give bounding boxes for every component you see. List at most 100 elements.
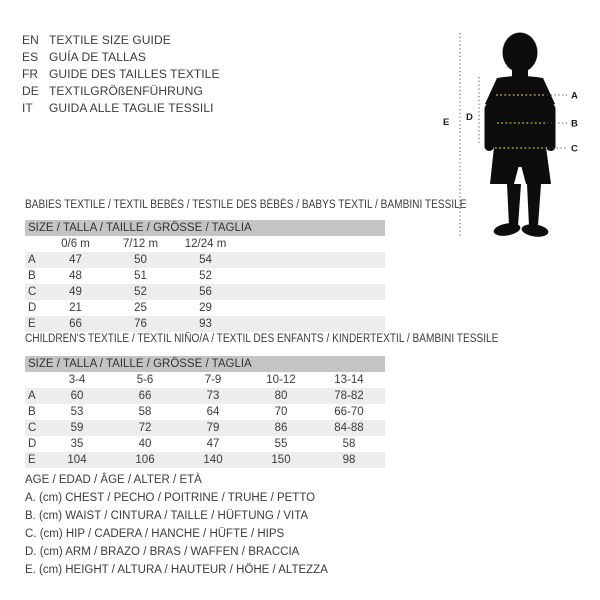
table-cell: 79 [206, 422, 220, 434]
language-code: EN [22, 33, 39, 47]
age-heading: AGE / EDAD / ÂGE / ALTER / ETÀ [25, 474, 202, 486]
legend-item-arm: D. (cm) ARM / BRAZO / BRAS / WAFFEN / BR… [25, 546, 300, 558]
table-cell: 29 [199, 302, 212, 314]
table-cell: 78-82 [334, 390, 364, 402]
table-cell: 106 [135, 454, 155, 466]
table-cell: 140 [203, 454, 223, 466]
table-cell: 73 [206, 390, 220, 402]
table-row: D 35 40 47 55 58 [25, 436, 385, 452]
table-cell: 53 [70, 406, 84, 418]
language-code: DE [22, 84, 39, 98]
language-row-de: DE TEXTILGRÖßENFÜHRUNG [22, 83, 220, 100]
table-cell: 98 [342, 454, 356, 466]
table-cell: 86 [274, 422, 288, 434]
table-cell: 70 [274, 406, 288, 418]
table-cell: 58 [138, 406, 152, 418]
table-cell: 66-70 [334, 406, 364, 418]
legend-item-height: E. (cm) HEIGHT / ALTURA / HAUTEUR / HÖHE… [25, 564, 328, 576]
column-header-row: 0/6 m 7/12 m 12/24 m [25, 236, 385, 252]
column-header: 12/24 m [184, 238, 227, 250]
measure-label-height: E [443, 117, 449, 128]
language-row-en: EN TEXTILE SIZE GUIDE [22, 32, 220, 49]
language-title: TEXTILGRÖßENFÜHRUNG [49, 84, 203, 98]
table-cell: 93 [199, 318, 212, 330]
row-label: E [28, 318, 36, 330]
table-row: B 53 58 64 70 66-70 [25, 404, 385, 420]
language-list: EN TEXTILE SIZE GUIDE ES GUÍA DE TALLAS … [22, 32, 220, 117]
table-cell: 52 [199, 270, 212, 282]
table-cell: 25 [134, 302, 147, 314]
table-row: A 60 66 73 80 78-82 [25, 388, 385, 404]
table-cell: 56 [199, 286, 212, 298]
measure-label-chest: A [571, 91, 578, 102]
table-cell: 21 [69, 302, 82, 314]
table-cell: 54 [199, 254, 212, 266]
measure-label-hip: C [571, 144, 578, 155]
table-row: C 49 52 56 [25, 284, 385, 300]
table-cell: 76 [134, 318, 147, 330]
table-cell: 47 [69, 254, 82, 266]
row-label: D [28, 438, 37, 450]
row-label: D [28, 302, 37, 314]
column-header: 0/6 m [61, 238, 90, 250]
table-cell: 72 [138, 422, 152, 434]
language-title: GUIDA ALLE TAGLIE TESSILI [49, 101, 214, 115]
table-cell: 55 [274, 438, 288, 450]
table-row: E 104 106 140 150 98 [25, 452, 385, 468]
table-cell: 64 [206, 406, 220, 418]
size-header-bar: SIZE / TALLA / TAILLE / GRÖSSE / TAGLIA [25, 356, 385, 372]
measure-label-arm: D [466, 112, 473, 123]
measure-label-waist: B [571, 119, 578, 130]
table-cell: 48 [69, 270, 82, 282]
table-cell: 49 [69, 286, 82, 298]
table-row: D 21 25 29 [25, 300, 385, 316]
table-cell: 51 [134, 270, 147, 282]
row-label: A [28, 390, 36, 402]
column-header: 7/12 m [122, 238, 159, 250]
size-header-bar: SIZE / TALLA / TAILLE / GRÖSSE / TAGLIA [25, 220, 385, 236]
table-cell: 47 [206, 438, 220, 450]
language-row-fr: FR GUIDE DES TAILLES TEXTILE [22, 66, 220, 83]
column-header: 3-4 [68, 374, 86, 386]
language-title: TEXTILE SIZE GUIDE [49, 33, 171, 47]
language-code: IT [22, 101, 33, 115]
row-label: A [28, 254, 36, 266]
table-row: A 47 50 54 [25, 252, 385, 268]
table-row: E 66 76 93 [25, 316, 385, 332]
row-label: C [28, 422, 37, 434]
table-cell: 104 [67, 454, 87, 466]
language-code: ES [22, 50, 39, 64]
table-cell: 58 [342, 438, 356, 450]
column-header: 10-12 [266, 374, 296, 386]
table-cell: 35 [70, 438, 84, 450]
language-row-it: IT GUIDA ALLE TAGLIE TESSILI [22, 100, 220, 117]
language-title: GUIDE DES TAILLES TEXTILE [49, 67, 220, 81]
language-code: FR [22, 67, 39, 81]
column-header: 7-9 [204, 374, 222, 386]
table-cell: 59 [70, 422, 84, 434]
row-label: C [28, 286, 37, 298]
row-label-spacer [25, 372, 43, 388]
babies-section-heading: BABIES TEXTILE / TEXTIL BEBÉS / TESTILE … [25, 199, 467, 211]
column-header-row: 3-4 5-6 7-9 10-12 13-14 [25, 372, 385, 388]
table-cell: 52 [134, 286, 147, 298]
row-label: E [28, 454, 36, 466]
table-row: B 48 51 52 [25, 268, 385, 284]
table-cell: 60 [70, 390, 84, 402]
table-cell: 150 [271, 454, 291, 466]
children-size-table: SIZE / TALLA / TAILLE / GRÖSSE / TAGLIA … [25, 356, 385, 468]
table-cell: 66 [69, 318, 82, 330]
row-label: B [28, 406, 36, 418]
legend-item-chest: A. (cm) CHEST / PECHO / POITRINE / TRUHE… [25, 492, 316, 504]
row-label: B [28, 270, 36, 282]
babies-size-table: SIZE / TALLA / TAILLE / GRÖSSE / TAGLIA … [25, 220, 385, 332]
table-cell: 40 [138, 438, 152, 450]
children-section-heading: CHILDREN'S TEXTILE / TEXTIL NIÑO/A / TEX… [25, 333, 499, 345]
row-label-spacer [25, 236, 43, 252]
language-row-es: ES GUÍA DE TALLAS [22, 49, 220, 66]
table-cell: 84-88 [334, 422, 364, 434]
table-cell: 80 [274, 390, 288, 402]
table-cell: 66 [138, 390, 152, 402]
child-silhouette-icon: A B C D E [443, 32, 578, 237]
